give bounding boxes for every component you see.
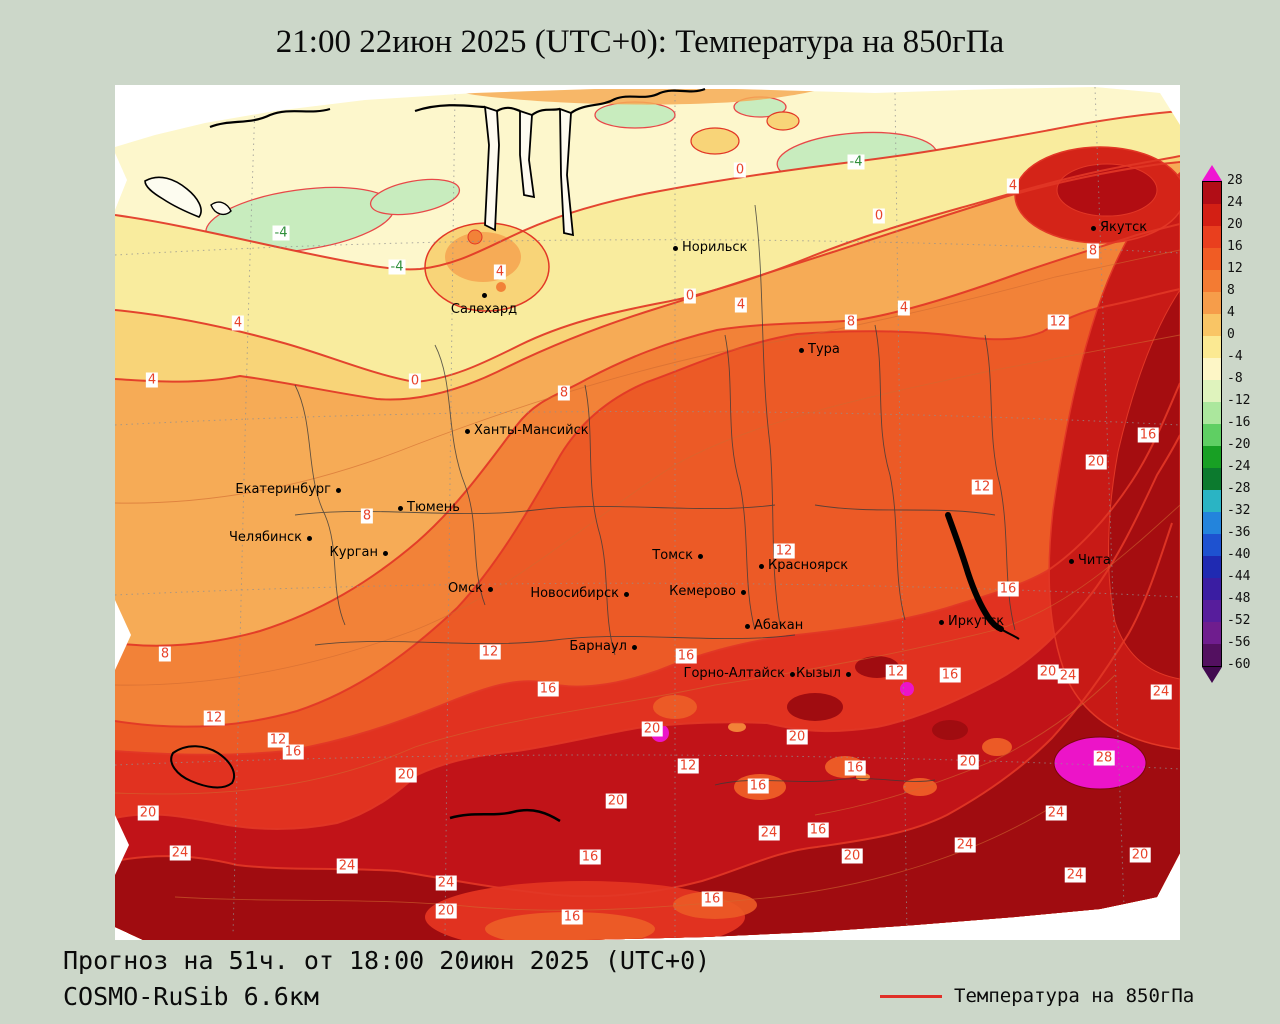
color-scale <box>1202 165 1222 683</box>
scale-segment <box>1203 182 1221 204</box>
temperature-field <box>115 87 1180 940</box>
legend-label: Температура на 850гПа <box>954 985 1195 1007</box>
contour-lines <box>115 110 1180 898</box>
scale-tick-label: -52 <box>1227 613 1251 628</box>
scale-segment <box>1203 270 1221 292</box>
scale-arrow-up-icon <box>1202 165 1222 181</box>
field-bands <box>115 111 1180 940</box>
scale-tick-label: -16 <box>1227 415 1251 430</box>
scale-tick-label: 4 <box>1227 305 1235 320</box>
scale-segments <box>1202 181 1222 667</box>
forecast-info: Прогноз на 51ч. от 18:00 20июн 2025 (UTC… <box>63 946 711 975</box>
lakes <box>170 512 1020 823</box>
scale-tick-label: -4 <box>1227 349 1243 364</box>
scale-segment <box>1203 292 1221 314</box>
model-info: COSMO-RuSib 6.6км <box>63 982 319 1011</box>
scale-segment <box>1203 402 1221 424</box>
scale-segment <box>1203 446 1221 468</box>
scale-tick-label: -40 <box>1227 547 1251 562</box>
scale-tick-label: -24 <box>1227 459 1251 474</box>
scale-tick-label: -60 <box>1227 657 1251 672</box>
scale-segment <box>1203 336 1221 358</box>
scale-tick-label: -44 <box>1227 569 1251 584</box>
scale-segment <box>1203 622 1221 644</box>
scale-segment <box>1203 424 1221 446</box>
graticule <box>115 87 1180 939</box>
scale-arrow-down-icon <box>1202 667 1222 683</box>
scale-tick-label: 24 <box>1227 195 1243 210</box>
scale-tick-label: 20 <box>1227 217 1243 232</box>
scale-segment <box>1203 512 1221 534</box>
scale-segment <box>1203 314 1221 336</box>
scale-segment <box>1203 248 1221 270</box>
scale-tick-label: -28 <box>1227 481 1251 496</box>
scale-tick-label: -20 <box>1227 437 1251 452</box>
scale-tick-label: -32 <box>1227 503 1251 518</box>
scale-segment <box>1203 644 1221 666</box>
map-panel: -4 -4 0 -4 0 4 8 12 4 0 4 8 4 0 4 4 8 16 20 12 8 12 16 8 12 16 16 1… <box>115 85 1180 940</box>
scale-segment <box>1203 204 1221 226</box>
lake-baikal <box>945 512 1004 632</box>
scale-segment <box>1203 226 1221 248</box>
scale-tick-label: 16 <box>1227 239 1243 254</box>
legend: Температура на 850гПа <box>880 985 1194 1007</box>
legend-line-sample <box>880 994 942 998</box>
scale-segment <box>1203 468 1221 490</box>
scale-tick-label: -8 <box>1227 371 1243 386</box>
scale-tick-label: 8 <box>1227 283 1235 298</box>
scale-segment <box>1203 556 1221 578</box>
scale-segment <box>1203 380 1221 402</box>
coastlines <box>144 87 706 237</box>
scale-segment <box>1203 578 1221 600</box>
scale-tick-label: -56 <box>1227 635 1251 650</box>
scale-tick-label: -48 <box>1227 591 1251 606</box>
white-margins <box>115 153 131 875</box>
scale-segment <box>1203 534 1221 556</box>
scale-tick-label: -36 <box>1227 525 1251 540</box>
minor-contour-lines <box>115 249 1180 911</box>
page-title: 21:00 22июн 2025 (UTC+0): Температура на… <box>275 24 1005 60</box>
scale-tick-label: 12 <box>1227 261 1243 276</box>
scale-segment <box>1203 358 1221 380</box>
scale-segment <box>1203 600 1221 622</box>
scale-tick-label: 0 <box>1227 327 1235 342</box>
scale-tick-label: -12 <box>1227 393 1251 408</box>
scale-tick-label: 28 <box>1227 173 1243 188</box>
scale-segment <box>1203 490 1221 512</box>
temperature-map-svg <box>115 87 1180 940</box>
